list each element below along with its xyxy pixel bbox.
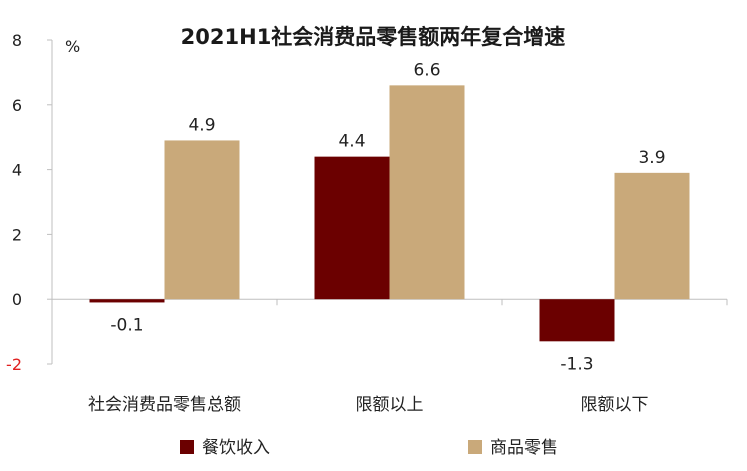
data-label: 4.4 <box>338 132 365 152</box>
y-tick-label: -2 <box>6 355 22 374</box>
bar <box>89 299 165 303</box>
legend-swatch <box>180 440 194 454</box>
bar <box>314 156 390 300</box>
data-label: 4.9 <box>188 115 215 135</box>
data-labels: -0.1 4.9 4.4 6.6 -1.3 3.9 <box>110 60 665 374</box>
y-tick-label: 8 <box>12 31 22 50</box>
x-category-label: 社会消费品零售总额 <box>88 395 241 415</box>
bar <box>164 140 240 300</box>
legend: 餐饮收入 商品零售 <box>180 438 558 458</box>
chart-title: 2021H1社会消费品零售额两年复合增速 <box>181 25 566 49</box>
y-tick-label: 6 <box>12 96 22 115</box>
y-tick-label: 2 <box>12 225 22 244</box>
legend-label: 餐饮收入 <box>202 438 270 458</box>
bars <box>89 85 690 342</box>
y-tick-label: 0 <box>12 290 22 309</box>
bar <box>539 299 615 342</box>
bar <box>614 172 690 300</box>
category-labels: 社会消费品零售总额 限额以上 限额以下 <box>88 395 649 415</box>
data-label: 3.9 <box>638 148 665 168</box>
unit-label: % <box>65 37 80 56</box>
legend-swatch <box>468 440 482 454</box>
x-category-label: 限额以上 <box>356 395 424 415</box>
bar <box>389 85 465 300</box>
legend-label: 商品零售 <box>490 438 558 458</box>
x-category-label: 限额以下 <box>581 395 649 415</box>
data-label: -1.3 <box>560 354 593 374</box>
data-label: 6.6 <box>413 60 440 80</box>
y-tick-label: 4 <box>12 161 22 180</box>
data-label: -0.1 <box>110 315 143 335</box>
